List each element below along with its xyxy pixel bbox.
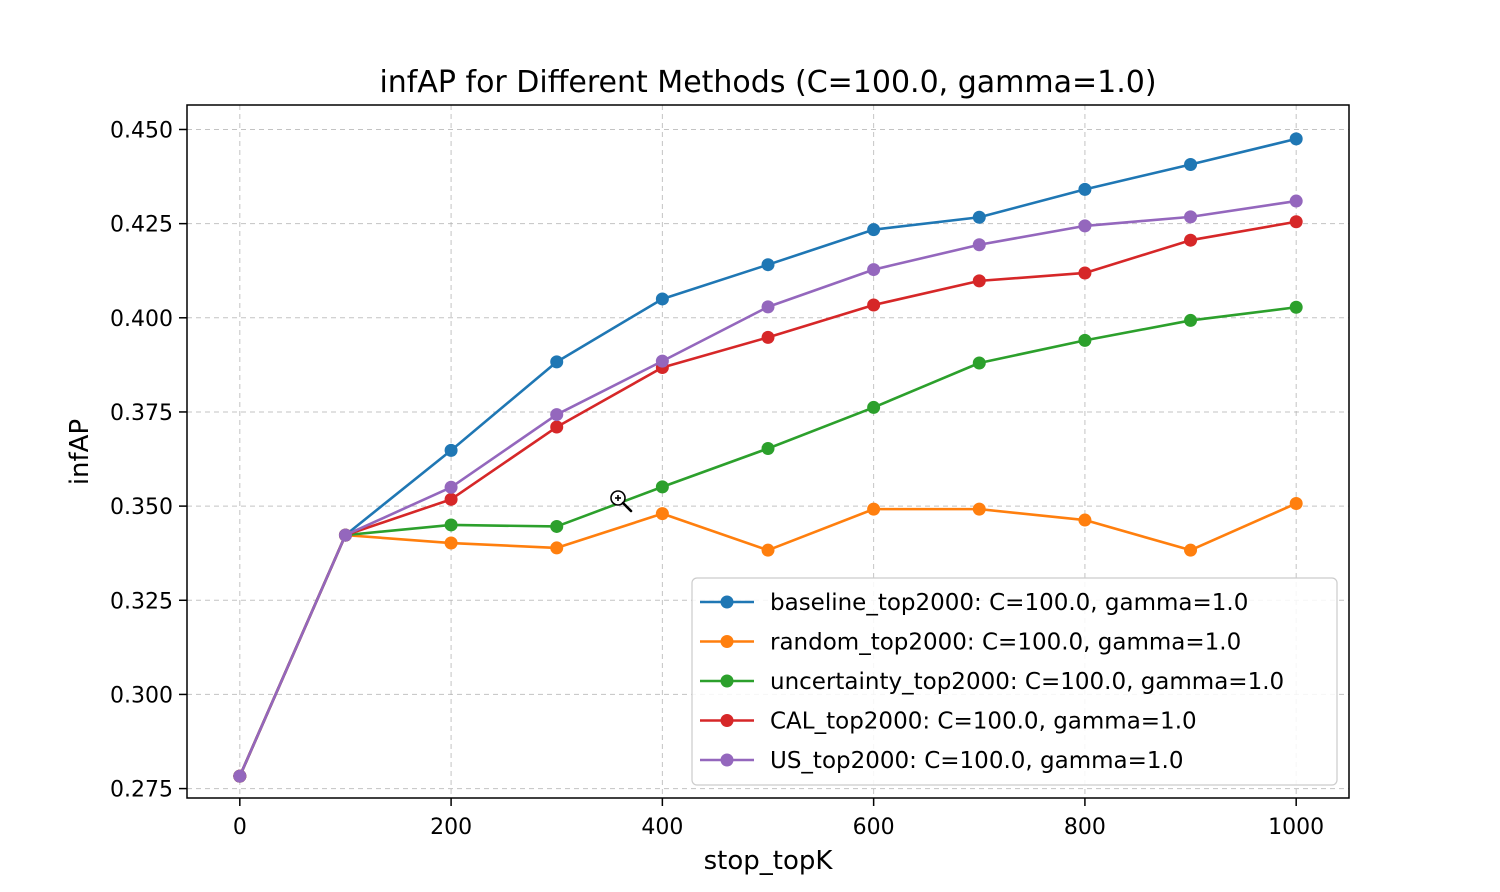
data-point (761, 258, 775, 272)
data-point (338, 528, 352, 542)
series-lines (233, 132, 1303, 783)
data-point (867, 223, 881, 237)
data-point (1289, 300, 1303, 314)
data-point (867, 400, 881, 414)
data-point (972, 210, 986, 224)
data-point (1289, 194, 1303, 208)
x-tick-label: 400 (641, 815, 683, 840)
data-point (550, 541, 564, 555)
zoom-cursor-icon (610, 490, 633, 513)
data-point (1078, 266, 1092, 280)
data-point (761, 330, 775, 344)
data-point (233, 769, 247, 783)
data-point (655, 354, 669, 368)
data-point (1289, 215, 1303, 229)
data-point (972, 274, 986, 288)
data-point (1078, 333, 1092, 347)
y-tick-label: 0.425 (110, 213, 173, 238)
y-axis-label: infAP (65, 419, 95, 485)
data-point (444, 536, 458, 550)
data-point (972, 502, 986, 516)
y-tick-label: 0.375 (110, 401, 173, 426)
legend-swatch-marker (720, 714, 734, 727)
data-point (1078, 182, 1092, 196)
data-point (1184, 158, 1198, 172)
legend-item: CAL_top2000: C=100.0, gamma=1.0 (700, 709, 1197, 735)
chart-title: infAP for Different Methods (C=100.0, ga… (379, 65, 1156, 100)
legend-item: uncertainty_top2000: C=100.0, gamma=1.0 (700, 669, 1284, 695)
data-point (761, 441, 775, 455)
data-point (1184, 543, 1198, 557)
data-point (1078, 219, 1092, 233)
x-tick-label: 800 (1064, 815, 1106, 840)
data-point (550, 408, 564, 422)
x-tick-label: 600 (853, 815, 895, 840)
x-tick-label: 0 (233, 815, 247, 840)
data-point (1184, 313, 1198, 327)
data-point (972, 356, 986, 370)
legend-label: random_top2000: C=100.0, gamma=1.0 (770, 630, 1241, 656)
legend-label: baseline_top2000: C=100.0, gamma=1.0 (770, 590, 1248, 616)
data-point (444, 480, 458, 494)
data-point (761, 543, 775, 557)
legend-label: US_top2000: C=100.0, gamma=1.0 (770, 748, 1183, 774)
data-point (444, 492, 458, 506)
legend-swatch-marker (720, 753, 734, 767)
legend-label: CAL_top2000: C=100.0, gamma=1.0 (770, 709, 1197, 735)
legend-label: uncertainty_top2000: C=100.0, gamma=1.0 (770, 669, 1284, 695)
data-point (867, 263, 881, 277)
axis-ticks: 0 200 400 600 800 1000 0.275 0.300 0.325 0.350 0.3… (110, 118, 1324, 840)
y-tick-label: 0.325 (110, 589, 173, 614)
data-point (550, 420, 564, 434)
data-point (761, 300, 775, 314)
data-point (550, 355, 564, 369)
legend-item: baseline_top2000: C=100.0, gamma=1.0 (700, 590, 1248, 616)
data-point (655, 507, 669, 521)
y-tick-label: 0.350 (110, 495, 173, 520)
x-tick-label: 200 (430, 815, 472, 840)
legend-item: US_top2000: C=100.0, gamma=1.0 (700, 748, 1183, 774)
data-point (444, 443, 458, 457)
x-tick-label: 1000 (1268, 815, 1324, 840)
data-point (1184, 233, 1198, 247)
y-tick-label: 0.300 (110, 683, 173, 708)
y-tick-label: 0.450 (110, 118, 173, 143)
data-point (1289, 132, 1303, 146)
data-point (655, 292, 669, 306)
data-point (1184, 210, 1198, 224)
data-point (972, 238, 986, 252)
legend-item: random_top2000: C=100.0, gamma=1.0 (700, 630, 1241, 656)
series-group (233, 194, 1303, 783)
y-tick-label: 0.400 (110, 307, 173, 332)
legend: baseline_top2000: C=100.0, gamma=1.0 rand… (691, 577, 1338, 786)
data-point (867, 502, 881, 516)
data-point (655, 480, 669, 494)
data-point (444, 518, 458, 532)
data-point (1289, 496, 1303, 510)
data-point (867, 298, 881, 312)
legend-swatch-marker (720, 595, 734, 609)
plot-frame (186, 104, 1350, 799)
x-axis-label: stop_topK (704, 846, 834, 876)
data-point (550, 519, 564, 533)
data-point (1078, 513, 1092, 527)
legend-swatch-marker (720, 674, 734, 688)
legend-box (691, 577, 1338, 786)
y-tick-label: 0.275 (110, 778, 173, 803)
legend-swatch-marker (720, 635, 734, 648)
